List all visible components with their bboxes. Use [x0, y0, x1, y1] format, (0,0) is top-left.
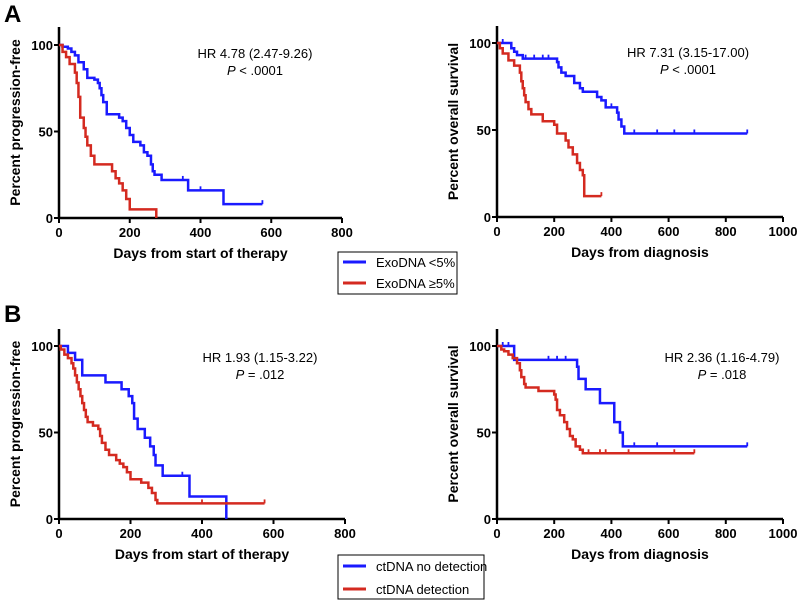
p-symbol: P: [227, 63, 236, 78]
survival-curve-blue: [497, 344, 748, 448]
km-chart-2: 0 200 400 600 800 1000 0 50 100 Days from diagnos…: [445, 26, 797, 260]
p-value: < .0001: [669, 62, 716, 77]
p-symbol: P: [660, 62, 669, 77]
y-tick-label: 50: [477, 123, 491, 138]
p-value-label: P = .018: [698, 367, 747, 382]
km-chart-4: 0 200 400 600 800 1000 0 50 100 Days from diagnos…: [445, 329, 797, 562]
x-tick-label: 0: [493, 526, 500, 541]
survival-curve-red: [497, 344, 695, 455]
x-tick-label: 200: [120, 526, 142, 541]
survival-curve-blue: [59, 344, 228, 519]
y-tick-label: 100: [469, 36, 491, 51]
x-tick-label: 400: [601, 224, 623, 239]
y-tick-label: 100: [469, 339, 491, 354]
y-tick-label: 50: [477, 426, 491, 441]
x-tick-label: 0: [55, 225, 62, 240]
y-axis-title: Percent overall survival: [445, 43, 461, 200]
x-axis-title: Days from start of therapy: [115, 546, 289, 562]
hazard-ratio-label: HR 2.36 (1.16-4.79): [665, 350, 780, 365]
legend-b: ctDNA no detection ctDNA detection: [337, 554, 487, 600]
legend-item: ctDNA detection: [376, 582, 469, 597]
x-tick-label: 800: [715, 224, 737, 239]
legend-item: ctDNA no detection: [376, 559, 487, 574]
p-value: = .018: [706, 367, 746, 382]
x-axis-title: Days from start of therapy: [113, 245, 287, 261]
x-tick-label: 600: [658, 224, 680, 239]
y-axis-title: Percent overall survival: [445, 345, 461, 502]
p-symbol: P: [236, 367, 245, 382]
x-tick-label: 400: [190, 225, 212, 240]
survival-curve-red: [497, 41, 602, 198]
x-tick-label: 800: [715, 526, 737, 541]
x-tick-label: 600: [260, 225, 282, 240]
survival-curve-red: [59, 344, 265, 505]
x-tick-label: 200: [119, 225, 141, 240]
legend-item: ExoDNA <5%: [376, 255, 456, 270]
y-tick-label: 50: [39, 426, 53, 441]
x-tick-label: 200: [543, 526, 565, 541]
y-axis-title: Percent progression-free: [7, 39, 23, 206]
survival-curve-red: [59, 43, 158, 218]
km-chart-1: 0 200 400 600 800 0 50 100 Days from start of th…: [7, 27, 353, 261]
survival-curve-blue: [497, 41, 748, 135]
x-tick-label: 1000: [769, 224, 798, 239]
y-tick-label: 0: [46, 211, 53, 226]
y-axis-title: Percent progression-free: [7, 341, 23, 508]
x-tick-label: 800: [331, 225, 353, 240]
p-symbol: P: [698, 367, 707, 382]
y-tick-label: 50: [39, 125, 53, 140]
x-tick-label: 1000: [769, 526, 798, 541]
p-value: < .0001: [236, 63, 283, 78]
panel-label-b: B: [4, 301, 21, 328]
p-value-label: P < .0001: [227, 63, 283, 78]
y-tick-label: 0: [484, 512, 491, 527]
y-tick-label: 0: [46, 512, 53, 527]
y-tick-label: 0: [484, 210, 491, 225]
x-tick-label: 400: [601, 526, 623, 541]
x-tick-label: 200: [543, 224, 565, 239]
y-tick-label: 100: [31, 339, 53, 354]
p-value-label: P = .012: [236, 367, 285, 382]
x-tick-label: 0: [493, 224, 500, 239]
hazard-ratio-label: HR 7.31 (3.15-17.00): [627, 45, 749, 60]
panel-label-a: A: [4, 1, 21, 28]
x-axis-title: Days from diagnosis: [571, 546, 709, 562]
hazard-ratio-label: HR 1.93 (1.15-3.22): [203, 350, 318, 365]
x-tick-label: 600: [263, 526, 285, 541]
km-chart-3: 0 200 400 600 800 0 50 100 Days from start of th…: [7, 329, 356, 562]
p-value-label: P < .0001: [660, 62, 716, 77]
legend-a: ExoDNA <5% ExoDNA ≥5%: [337, 251, 458, 295]
p-value: = .012: [244, 367, 284, 382]
x-tick-label: 400: [191, 526, 213, 541]
x-tick-label: 0: [55, 526, 62, 541]
x-tick-label: 600: [658, 526, 680, 541]
hazard-ratio-label: HR 4.78 (2.47-9.26): [198, 46, 313, 61]
x-axis-title: Days from diagnosis: [571, 244, 709, 260]
legend-item: ExoDNA ≥5%: [376, 276, 455, 291]
y-tick-label: 100: [31, 38, 53, 53]
x-tick-label: 800: [334, 526, 356, 541]
survival-curve-blue: [59, 43, 263, 206]
